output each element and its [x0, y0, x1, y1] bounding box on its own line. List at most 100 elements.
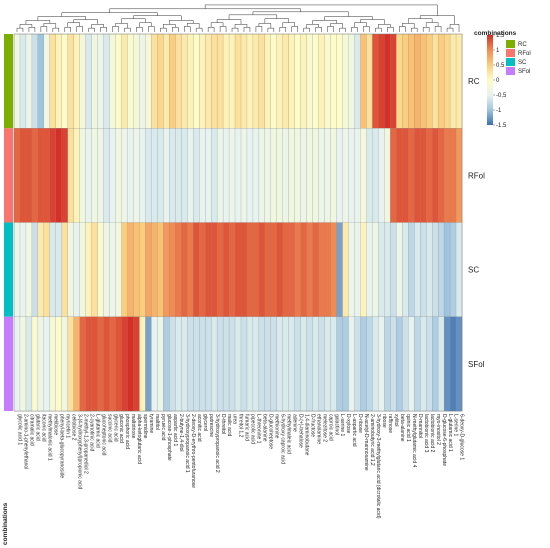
heatmap-cell	[187, 222, 194, 318]
dendrogram-branch	[183, 26, 191, 32]
column-label: 1,4-diaminobutane	[303, 414, 309, 456]
heatmap-cell	[414, 128, 421, 223]
heatmap-cell	[222, 222, 230, 318]
column-label: pyruvic acid	[160, 414, 166, 441]
heatmap-cell	[312, 316, 319, 412]
dendrogram-branch	[410, 27, 418, 32]
heatmap-cell	[121, 316, 128, 412]
heatmap-cell	[139, 33, 146, 129]
heatmap-cell	[276, 33, 284, 129]
legend-title: combinations	[474, 30, 517, 37]
heatmap-cell	[49, 128, 57, 223]
column-label: L-serine 1	[453, 414, 459, 436]
heatmap-cell	[264, 128, 272, 223]
heatmap-cell	[324, 128, 331, 223]
heatmap-cell	[342, 33, 349, 129]
heatmap-cell	[288, 128, 296, 223]
heatmap-cell	[31, 222, 39, 318]
heatmap-cell	[324, 316, 331, 412]
heatmap-cell	[121, 128, 128, 223]
heatmap-cell	[330, 222, 337, 318]
heatmap-cell	[234, 33, 242, 129]
dendrogram-branch	[339, 27, 346, 32]
dendrogram-branch	[37, 16, 86, 21]
heatmap-cell	[193, 128, 200, 223]
dendrogram-branch	[243, 27, 251, 32]
heatmap-cell	[169, 316, 176, 412]
dendrogram-branch	[52, 27, 60, 32]
column-label: L-serine 1	[339, 414, 345, 436]
column-label: 3-hydroxypropanoic acid 2	[214, 414, 220, 473]
heatmap-cell	[240, 33, 248, 129]
heatmap-cell	[145, 316, 152, 412]
heatmap-cell	[354, 222, 361, 318]
heatmap-cell	[67, 128, 75, 223]
heatmap-cell	[372, 316, 379, 412]
heatmap-cell	[384, 33, 391, 129]
heatmap-cell	[216, 33, 224, 129]
heatmap-cell	[276, 222, 284, 318]
row-annotation-bar	[4, 34, 13, 411]
heatmap-cell	[354, 128, 361, 223]
heatmap-cell	[390, 222, 397, 318]
heatmap-cell	[348, 316, 355, 412]
heatmap-cell	[31, 128, 39, 223]
heatmap-cell	[432, 222, 439, 318]
heatmap-cell	[13, 33, 21, 129]
column-label: ribose	[381, 414, 387, 428]
heatmap-cell	[282, 222, 290, 318]
heatmap-cell	[348, 33, 355, 129]
heatmap-cell	[426, 33, 433, 129]
annotation-swatch-rc	[4, 34, 13, 129]
heatmap-cell	[210, 316, 218, 412]
heatmap-cell	[348, 128, 355, 223]
heatmap-cell	[449, 33, 457, 129]
legend-label: RFol	[518, 51, 531, 57]
row-label: SFol	[468, 360, 485, 369]
heatmap-cell	[25, 128, 33, 223]
column-label: 3-hydroxypropanoic acid 1	[184, 414, 190, 473]
heatmap-cell	[79, 33, 87, 129]
heatmap-cell	[306, 33, 313, 129]
column-label: tyramine	[148, 414, 154, 433]
heatmap-cell	[414, 33, 421, 129]
column-label: 2-methyl-1,3-propanediol 2	[82, 414, 88, 474]
heatmap-cell	[228, 222, 236, 318]
column-label: caproic acid	[327, 414, 333, 441]
heatmap-cell	[127, 222, 134, 318]
dendrogram-branch	[312, 20, 337, 25]
dendrogram-branch	[64, 27, 71, 32]
heatmap-cell	[294, 33, 302, 129]
column-label: threitol 1,2	[238, 414, 244, 438]
dendrogram-branch	[330, 23, 343, 29]
heatmap-cell	[246, 316, 254, 412]
heatmap-cell	[85, 33, 92, 129]
heatmap-cell	[139, 316, 146, 412]
legend-swatch-sfol	[506, 67, 515, 75]
heatmap-cell	[187, 316, 194, 412]
combinations-legend: combinations RC RFol SC SFol	[474, 30, 531, 75]
heatmap-cell	[55, 316, 63, 412]
heatmap-cell	[354, 316, 361, 412]
heatmap-cell	[103, 222, 110, 318]
column-label: lactobionic acid 2	[429, 414, 435, 453]
heatmap-cell	[169, 33, 176, 129]
heatmap-cell	[437, 222, 445, 318]
heatmap-cell	[19, 316, 27, 412]
heatmap-cell	[109, 316, 116, 412]
column-label: lactobionic acid 3	[423, 414, 429, 453]
heatmap-cell	[121, 222, 128, 318]
heatmap-cell	[408, 128, 415, 223]
heatmap-cell	[443, 222, 451, 318]
legend-swatch-sc	[506, 58, 515, 66]
column-label: methylmaleic acid	[285, 414, 291, 454]
column-label: maltitol	[154, 414, 160, 430]
heatmap-cell	[121, 33, 128, 129]
heatmap-cell	[97, 33, 104, 129]
column-label: myricetin 1	[64, 414, 70, 438]
heatmap-cell	[13, 222, 21, 318]
dendrogram-branch	[163, 24, 176, 29]
heatmap-cell	[396, 128, 403, 223]
column-label: glucoheptonic acid	[100, 414, 106, 456]
heatmap-cell	[264, 33, 272, 129]
